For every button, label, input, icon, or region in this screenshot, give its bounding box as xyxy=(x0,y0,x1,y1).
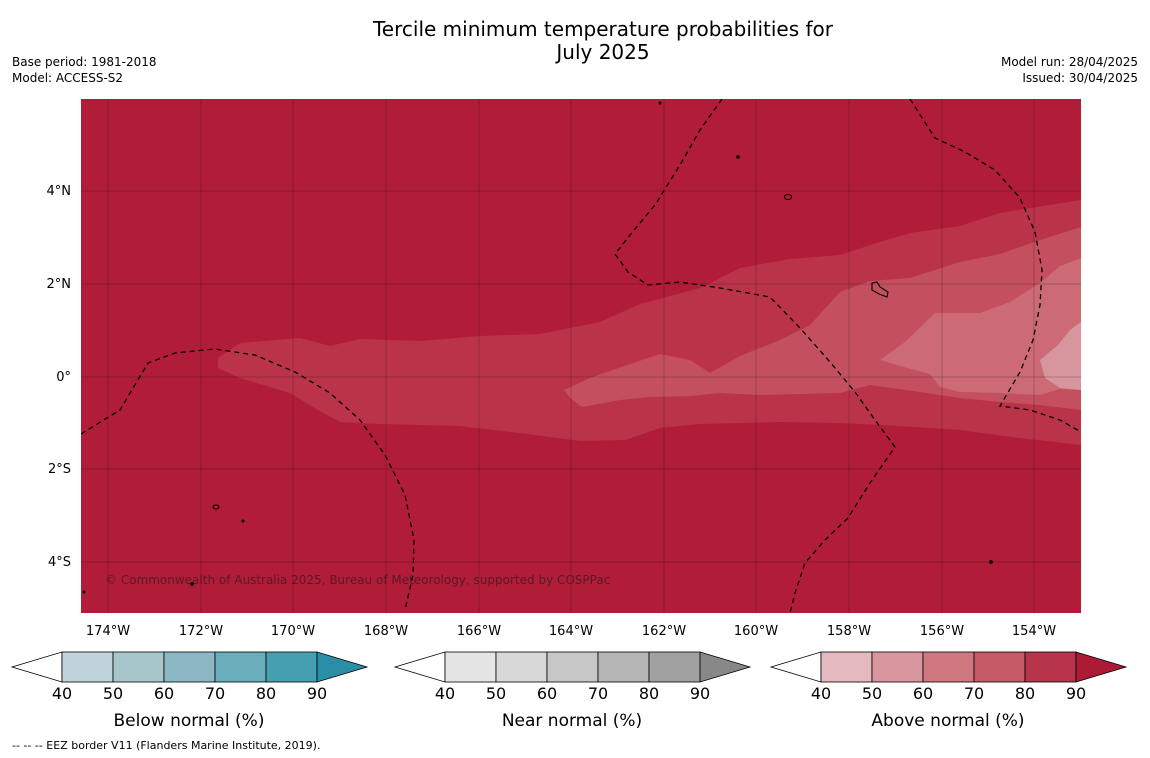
colorbar-below-normal: 40 50 60 70 80 90 Below normal (%) xyxy=(10,651,369,731)
colorbar-low-arrow xyxy=(769,651,822,683)
issued-text: Issued: 30/04/2025 xyxy=(1022,71,1138,85)
lat-label: 4°S xyxy=(48,555,71,570)
eez-footnote: -- -- -- EEZ border V11 (Flanders Marine… xyxy=(12,739,321,752)
colorbar-tick: 60 xyxy=(154,684,174,703)
probability-field: © Commonwealth of Australia 2025, Bureau… xyxy=(81,99,1081,613)
colorbar-tick: 50 xyxy=(486,684,506,703)
lat-label: 2°N xyxy=(47,277,72,292)
field-above-50 xyxy=(1040,322,1081,390)
colorbar-tick: 80 xyxy=(256,684,276,703)
island-dot xyxy=(736,155,740,159)
lon-label: 166°W xyxy=(457,624,501,639)
lon-label: 156°W xyxy=(920,624,964,639)
lon-label: 170°W xyxy=(271,624,315,639)
title-line-1: Tercile minimum temperature probabilitie… xyxy=(372,17,834,41)
colorbar-tick: 40 xyxy=(52,684,72,703)
colorbar-tick: 60 xyxy=(537,684,557,703)
colorbar-low-arrow xyxy=(393,651,446,683)
colorbar-above-normal: 40 50 60 70 80 90 Above normal (%) xyxy=(769,651,1128,731)
colorbar-segment xyxy=(265,651,318,683)
lon-label: 158°W xyxy=(827,624,871,639)
colorbar-segment xyxy=(495,651,548,683)
model-run-text: Model run: 28/04/2025 xyxy=(1000,55,1138,69)
colorbar-segment xyxy=(546,651,599,683)
colorbar-label: Above normal (%) xyxy=(871,711,1024,731)
run-issue-info: Model run: 28/04/2025 Issued: 30/04/2025 xyxy=(1001,54,1138,86)
colorbar-segment xyxy=(820,651,873,683)
lat-label: 0° xyxy=(56,370,71,385)
lon-label: 172°W xyxy=(179,624,223,639)
colorbar-tick: 50 xyxy=(862,684,882,703)
graticule xyxy=(81,99,1081,613)
lat-label: 4°N xyxy=(47,184,72,199)
colorbar-label: Below normal (%) xyxy=(114,711,265,731)
colorbar-tick: 70 xyxy=(964,684,984,703)
eez-border-line xyxy=(614,99,896,613)
colorbar-tick: 50 xyxy=(103,684,123,703)
longitude-labels: 174°W 172°W 170°W 168°W 166°W 164°W 162°… xyxy=(86,624,1056,639)
island-dot xyxy=(190,582,194,586)
map-title: Tercile minimum temperature probabilitie… xyxy=(303,18,903,64)
island-outline xyxy=(871,281,889,298)
colorbar-segment xyxy=(112,651,165,683)
colorbar-segment xyxy=(1024,651,1077,683)
latitude-labels: 4°N 2°N 0° 2°S 4°S xyxy=(47,184,72,570)
island-outline xyxy=(212,504,220,510)
lon-label: 174°W xyxy=(86,624,130,639)
colorbar-segment xyxy=(597,651,650,683)
eez-borders xyxy=(81,99,1081,613)
colorbar-tick: 70 xyxy=(205,684,225,703)
colorbar-high-arrow xyxy=(316,651,369,683)
island-outline xyxy=(783,193,793,201)
island-dot xyxy=(658,101,662,105)
lon-label: 168°W xyxy=(364,624,408,639)
model-text: Model: ACCESS-S2 xyxy=(12,71,124,85)
colorbar-high-arrow xyxy=(1075,651,1128,683)
field-above-60 xyxy=(880,258,1081,395)
colorbar-tick: 90 xyxy=(690,684,710,703)
colorbar-tick: 80 xyxy=(1015,684,1035,703)
colorbar-tick: 90 xyxy=(1066,684,1086,703)
lon-label: 162°W xyxy=(642,624,686,639)
colorbar-segment xyxy=(214,651,267,683)
colorbar-segment xyxy=(61,651,114,683)
eez-border-line xyxy=(909,99,1081,433)
base-model-info: Base period: 1981-2018 Model: ACCESS-S2 xyxy=(12,54,157,86)
eez-border-line xyxy=(81,348,415,611)
colorbar-segment xyxy=(444,651,497,683)
island-dot xyxy=(241,519,245,523)
colorbar-segment xyxy=(871,651,924,683)
colorbar-tick: 90 xyxy=(307,684,327,703)
lat-label: 2°S xyxy=(48,462,71,477)
lon-label: 160°W xyxy=(734,624,778,639)
colorbar-label: Near normal (%) xyxy=(502,711,642,731)
title-line-2: July 2025 xyxy=(556,40,650,64)
colorbar-segment xyxy=(648,651,701,683)
base-period-text: Base period: 1981-2018 xyxy=(12,55,157,69)
colorbar-segment xyxy=(973,651,1026,683)
colorbar-high-arrow xyxy=(699,651,752,683)
island-dot xyxy=(989,560,993,564)
colorbar-segment xyxy=(922,651,975,683)
lon-label: 154°W xyxy=(1012,624,1056,639)
colorbar-tick: 40 xyxy=(811,684,831,703)
colorbar-low-arrow xyxy=(10,651,63,683)
copyright-text: © Commonwealth of Australia 2025, Bureau… xyxy=(105,573,610,587)
islands xyxy=(82,101,993,594)
island-dot xyxy=(82,590,86,594)
colorbar-tick: 70 xyxy=(588,684,608,703)
colorbar-tick: 80 xyxy=(639,684,659,703)
colorbar-segment xyxy=(163,651,216,683)
colorbar-tick: 60 xyxy=(913,684,933,703)
colorbar-near-normal: 40 50 60 70 80 90 Near normal (%) xyxy=(393,651,752,731)
colorbar-tick: 40 xyxy=(435,684,455,703)
lon-label: 164°W xyxy=(549,624,593,639)
